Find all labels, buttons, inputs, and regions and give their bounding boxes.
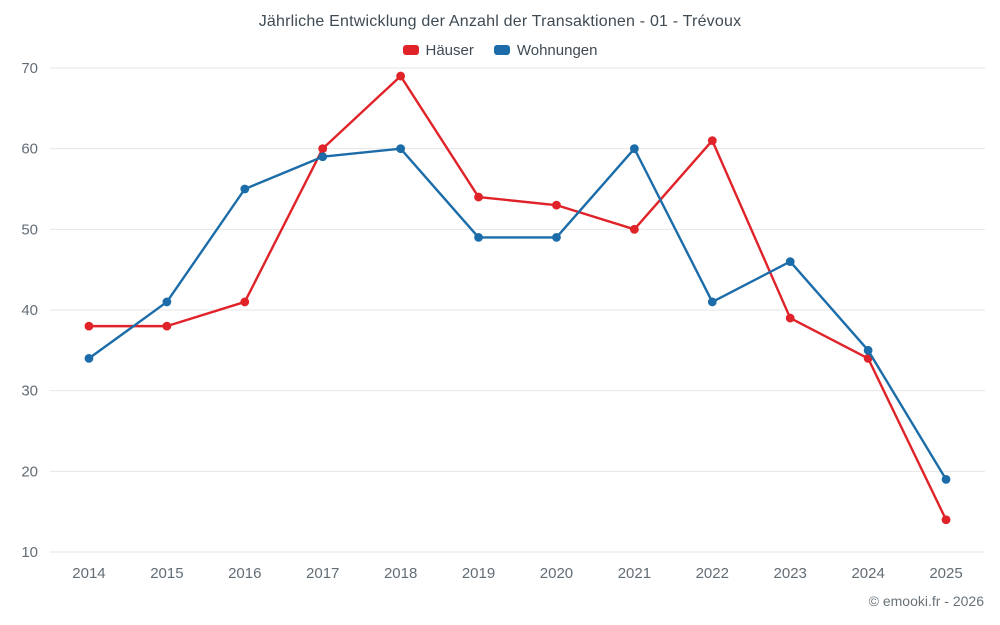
data-point bbox=[240, 297, 250, 307]
y-axis-tick-label: 10 bbox=[21, 544, 38, 561]
legend-item[interactable]: Wohnungen bbox=[493, 41, 598, 59]
data-point bbox=[162, 321, 172, 331]
x-axis-tick-label: 2015 bbox=[150, 565, 183, 580]
y-axis-tick-label: 40 bbox=[21, 302, 38, 319]
y-axis-tick-label: 50 bbox=[21, 221, 38, 238]
y-axis-tick-label: 70 bbox=[21, 60, 38, 77]
data-point bbox=[707, 136, 717, 145]
data-point bbox=[318, 144, 328, 154]
data-point bbox=[941, 475, 951, 484]
data-point bbox=[84, 354, 94, 363]
chart-title: Jährliche Entwicklung der Anzahl der Tra… bbox=[258, 13, 742, 30]
x-axis-tick-label: 2019 bbox=[462, 565, 495, 580]
x-axis-tick-label: 2016 bbox=[228, 565, 261, 580]
data-point bbox=[552, 200, 561, 210]
chart-canvas: 10 20 30 40 50 60 70 2014 2015 2016 2017 2018 2019 20… bbox=[21, 60, 985, 580]
data-point bbox=[707, 297, 717, 307]
data-point bbox=[629, 144, 639, 154]
x-axis-tick-label: 2022 bbox=[696, 565, 729, 580]
data-point bbox=[474, 233, 483, 242]
legend-item[interactable]: Häuser bbox=[402, 41, 474, 59]
legend: Häuser Wohnungen bbox=[0, 40, 1000, 60]
data-point bbox=[552, 233, 561, 242]
y-axis-tick-label: 20 bbox=[21, 463, 38, 480]
x-axis-tick-label: 2017 bbox=[306, 565, 339, 580]
data-point bbox=[785, 313, 795, 323]
data-point bbox=[240, 184, 250, 194]
data-point bbox=[785, 257, 795, 266]
legend-label: Wohnungen bbox=[516, 41, 598, 59]
y-axis-tick-label: 30 bbox=[21, 383, 38, 400]
data-point bbox=[629, 224, 639, 234]
legend-swatch-icon bbox=[493, 45, 510, 55]
legend-label: Häuser bbox=[425, 41, 474, 59]
data-point bbox=[162, 297, 172, 307]
x-axis-tick-label: 2024 bbox=[851, 565, 884, 580]
data-point bbox=[396, 144, 406, 154]
series-line bbox=[87, 74, 948, 521]
x-axis-tick-label: 2018 bbox=[384, 565, 417, 580]
x-axis-tick-label: 2023 bbox=[774, 565, 807, 580]
data-point bbox=[318, 152, 328, 162]
x-axis-tick-label: 2021 bbox=[618, 565, 651, 580]
series-line bbox=[87, 147, 948, 481]
copyright-note: © emooki.fr - 2026 bbox=[868, 593, 984, 609]
data-point bbox=[941, 515, 951, 525]
x-axis-tick-label: 2025 bbox=[929, 565, 962, 580]
legend-swatch-icon bbox=[402, 45, 419, 55]
data-point bbox=[474, 192, 483, 202]
data-point bbox=[863, 345, 873, 355]
data-point bbox=[84, 321, 94, 331]
y-axis-tick-label: 60 bbox=[21, 141, 38, 158]
x-axis-tick-label: 2020 bbox=[540, 565, 573, 580]
data-point bbox=[396, 71, 406, 81]
x-axis-tick-label: 2014 bbox=[72, 565, 105, 580]
